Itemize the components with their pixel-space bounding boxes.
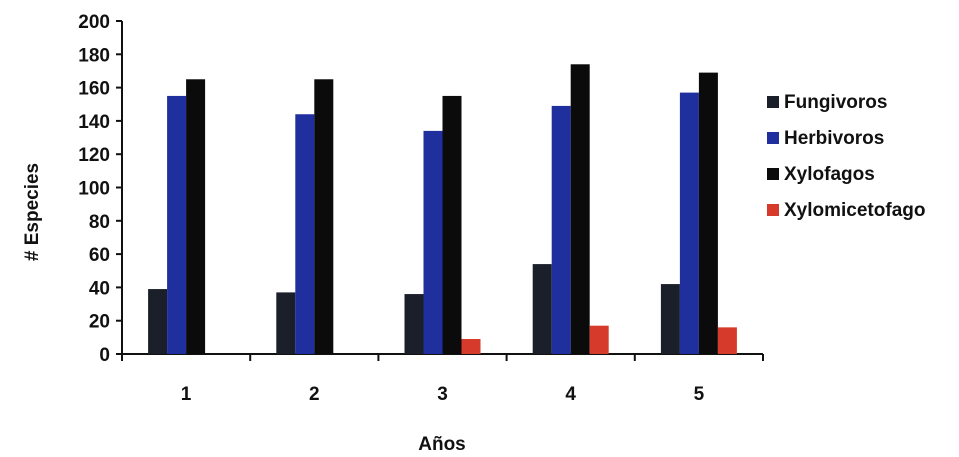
x-axis-title: Años	[418, 434, 466, 455]
x-tick-label: 3	[437, 384, 448, 405]
bar-herbivoros-5	[679, 92, 699, 354]
bar-fungivoros-1	[148, 289, 168, 354]
bar-herbivoros-4	[551, 105, 571, 354]
bar-fungivoros-2	[276, 292, 296, 354]
bar-xylofagos-4	[570, 64, 590, 354]
legend: Fungivoros Herbivoros Xylofagos Xylomicetof…	[767, 92, 925, 221]
legend-label-xylofagos: Xylofagos	[784, 164, 875, 185]
y-tick-label: 160	[78, 79, 110, 100]
y-tick-label: 40	[89, 278, 110, 299]
legend-label-fungivoros: Fungivoros	[784, 92, 887, 113]
bar-xylomicetofago-5	[717, 327, 737, 354]
bar-xylofagos-5	[698, 72, 718, 355]
x-tick-label: 1	[181, 384, 192, 405]
y-tick-label: 120	[78, 145, 110, 166]
x-tick-label: 4	[565, 384, 576, 405]
plot-area: 0 20 40 60 80 100 120 140 160 180 200 1 2 3 4 5	[78, 12, 764, 405]
y-tick-label: 20	[89, 312, 110, 333]
x-tick-label: 2	[309, 384, 320, 405]
x-tick-label: 5	[694, 384, 705, 405]
legend-label-herbivoros: Herbivoros	[784, 128, 884, 149]
legend-swatch-fungivoros	[767, 96, 779, 108]
y-tick-label: 200	[78, 12, 110, 33]
bar-xylofagos-2	[314, 79, 334, 355]
bar-herbivoros-1	[167, 95, 187, 355]
y-tick-label: 80	[89, 212, 110, 233]
bar-xylofagos-1	[186, 79, 206, 355]
legend-label-xylomicetofago: Xylomicetofago	[784, 200, 925, 221]
y-tick-label: 0	[99, 345, 110, 366]
bar-xylomicetofago-4	[589, 325, 609, 354]
y-tick-label: 100	[78, 179, 110, 200]
legend-swatch-herbivoros	[767, 132, 779, 144]
bar-herbivoros-3	[423, 130, 443, 354]
bar-herbivoros-2	[295, 114, 315, 355]
bar-xylomicetofago-3	[461, 339, 481, 354]
bar-fungivoros-3	[404, 294, 424, 354]
y-tick-label: 60	[89, 245, 110, 266]
bar-fungivoros-4	[532, 264, 552, 354]
legend-swatch-xylomicetofago	[767, 204, 779, 216]
y-tick-label: 140	[78, 112, 110, 133]
legend-swatch-xylofagos	[767, 168, 779, 180]
y-tick-label: 180	[78, 45, 110, 66]
bar-xylofagos-3	[442, 95, 462, 355]
bar-fungivoros-5	[660, 284, 680, 354]
y-axis-title: # Especies	[22, 163, 43, 261]
